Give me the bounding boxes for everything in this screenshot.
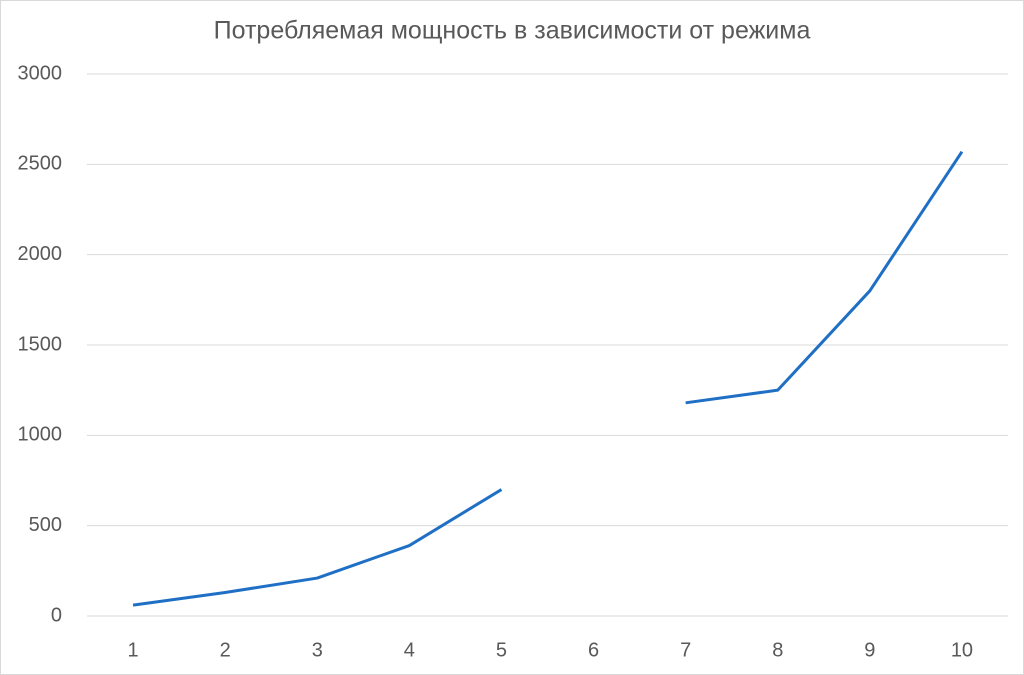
- y-tick-label: 3000: [18, 62, 63, 84]
- y-tick-label: 2500: [18, 153, 63, 175]
- x-tick-label: 8: [772, 639, 783, 661]
- data-line: [132, 150, 964, 607]
- y-tick-label: 2000: [18, 243, 63, 265]
- x-tick-label: 7: [680, 639, 691, 661]
- y-tick-label: 1500: [18, 333, 63, 355]
- x-tick-label: 10: [951, 639, 973, 661]
- x-tick-label: 9: [864, 639, 875, 661]
- x-tick-label: 5: [496, 639, 507, 661]
- y-tick-label: 500: [29, 514, 62, 536]
- x-tick-label: 2: [220, 639, 231, 661]
- x-tick-label: 3: [312, 639, 323, 661]
- x-tick-label: 4: [404, 639, 415, 661]
- x-tick-label: 1: [127, 639, 138, 661]
- y-tick-label: 0: [51, 604, 62, 626]
- y-tick-label: 1000: [18, 424, 63, 446]
- chart-title: Потребляемая мощность в зависимости от р…: [214, 17, 811, 45]
- x-tick-label: 6: [588, 639, 599, 661]
